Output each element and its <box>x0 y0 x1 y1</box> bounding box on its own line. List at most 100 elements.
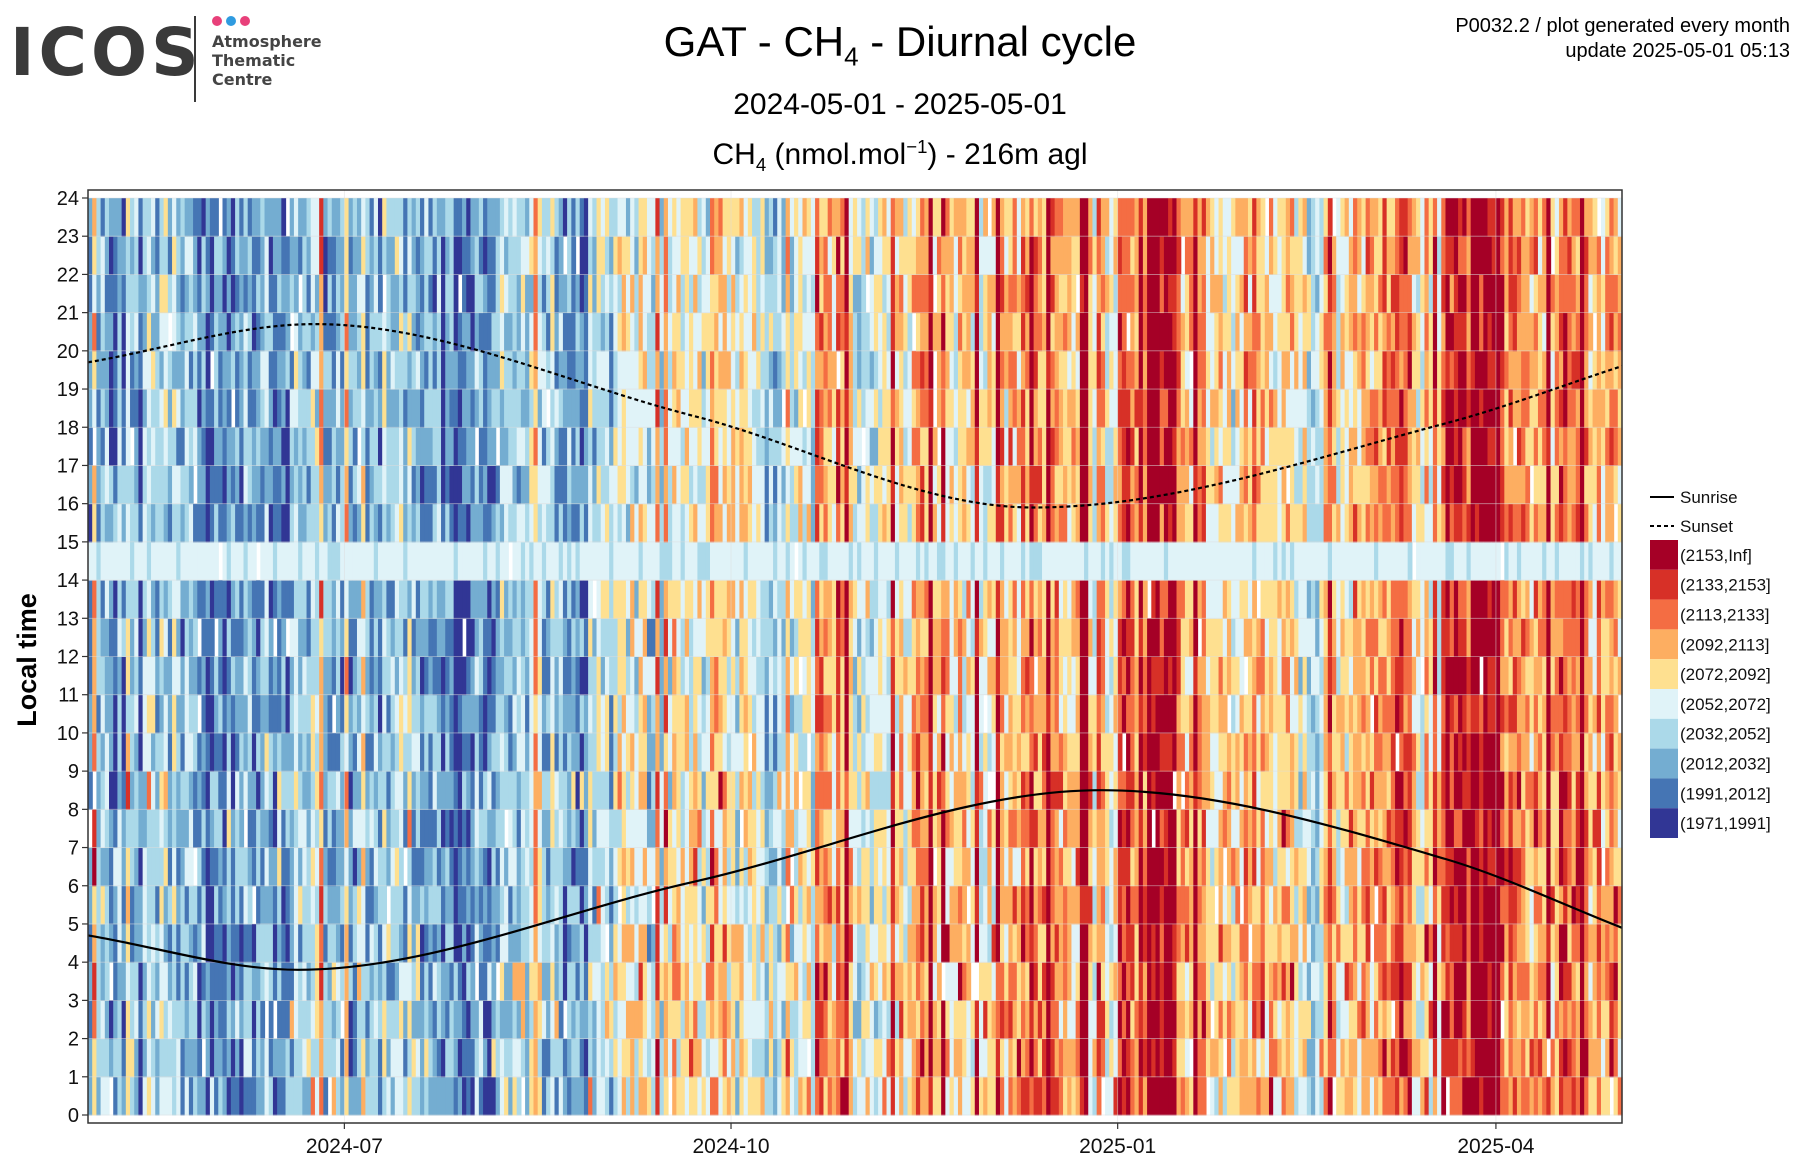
heatmap-cell <box>487 1076 493 1116</box>
heatmap-cell <box>508 656 514 696</box>
heatmap-cell <box>247 350 253 390</box>
heatmap-cell <box>806 885 812 925</box>
heatmap-cell <box>844 962 850 1001</box>
heatmap-cell <box>571 580 577 619</box>
heatmap-cell <box>504 503 509 543</box>
heatmap-cell <box>911 427 917 466</box>
heatmap-cell <box>399 465 404 505</box>
heatmap-cell <box>247 389 253 428</box>
heatmap-cell <box>167 350 173 390</box>
heatmap-cell <box>487 1038 493 1078</box>
heatmap-cell <box>520 923 526 963</box>
heatmap-cell <box>600 656 606 696</box>
heatmap-cell <box>541 923 547 963</box>
heatmap-cell <box>613 771 619 810</box>
heatmap-cell <box>722 885 728 925</box>
heatmap-cells <box>88 198 1623 1116</box>
heatmap-cell <box>209 274 215 314</box>
heatmap-cell <box>718 694 724 734</box>
heatmap-cell <box>180 656 186 696</box>
heatmap-cell <box>588 274 593 314</box>
heatmap-cell <box>289 1076 295 1116</box>
heatmap-cell <box>630 809 635 849</box>
heatmap-cell <box>592 962 598 1001</box>
heatmap-cell <box>777 1038 783 1078</box>
heatmap-cell <box>516 694 522 734</box>
heatmap-cell <box>201 694 207 734</box>
heatmap-cell <box>356 312 362 352</box>
heatmap-cell <box>693 1076 698 1116</box>
heatmap-cell <box>823 274 829 314</box>
heatmap-cell <box>470 580 476 619</box>
heatmap-cell <box>188 885 194 925</box>
heatmap-cell <box>945 541 951 581</box>
heatmap-cell <box>802 618 808 657</box>
heatmap-cell <box>844 771 850 810</box>
heatmap-cell <box>760 618 766 657</box>
heatmap-cell <box>752 350 757 390</box>
heatmap-cell <box>96 236 102 275</box>
heatmap-cell <box>756 923 762 963</box>
heatmap-cell <box>483 809 488 849</box>
heatmap-cell <box>462 809 467 849</box>
heatmap-cell <box>949 1038 955 1078</box>
heatmap-cell <box>104 923 110 963</box>
heatmap-cell <box>420 541 425 581</box>
heatmap-cell <box>516 809 522 849</box>
heatmap-cell <box>226 274 232 314</box>
heatmap-cell <box>554 923 560 963</box>
heatmap-cell <box>802 198 808 237</box>
heatmap-cell <box>705 389 711 428</box>
heatmap-cell <box>852 503 858 543</box>
heatmap-cell <box>377 618 383 657</box>
heatmap-cell <box>878 236 883 275</box>
heatmap-cell <box>302 885 308 925</box>
heatmap-cell <box>907 312 913 352</box>
heatmap-cell <box>676 427 682 466</box>
heatmap-cell <box>88 198 93 237</box>
heatmap-cell <box>714 732 720 772</box>
heatmap-cell <box>449 1038 455 1078</box>
heatmap-cell <box>655 885 661 925</box>
heatmap-cell <box>365 1038 371 1078</box>
heatmap-cell <box>289 962 295 1001</box>
heatmap-cell <box>281 847 287 887</box>
heatmap-cell <box>756 1076 762 1116</box>
heatmap-cell <box>747 541 753 581</box>
heatmap-cell <box>209 885 215 925</box>
heatmap-cell <box>781 656 787 696</box>
heatmap-cell <box>600 350 606 390</box>
heatmap-cell <box>146 923 152 963</box>
heatmap-cell <box>731 885 736 925</box>
heatmap-cell <box>777 885 783 925</box>
heatmap-cell <box>546 274 551 314</box>
heatmap-cell <box>504 732 509 772</box>
heatmap-cell <box>869 503 875 543</box>
heatmap-cell <box>798 732 804 772</box>
heatmap-cell <box>520 847 526 887</box>
heatmap-cell <box>121 465 127 505</box>
heatmap-cell <box>251 1038 257 1078</box>
heatmap-cell <box>588 962 593 1001</box>
heatmap-cell <box>667 1038 673 1078</box>
heatmap-cell <box>487 923 493 963</box>
heatmap-cell <box>209 389 215 428</box>
heatmap-cell <box>932 236 938 275</box>
heatmap-cell <box>197 580 203 619</box>
heatmap-cell <box>361 198 366 237</box>
heatmap-cell <box>911 465 917 505</box>
heatmap-cell <box>130 618 135 657</box>
heatmap-cell <box>436 656 442 696</box>
heatmap-cell <box>399 541 404 581</box>
heatmap-cell <box>335 541 341 581</box>
heatmap-cell <box>310 809 316 849</box>
heatmap-cell <box>302 236 308 275</box>
heatmap-cell <box>613 503 619 543</box>
heatmap-cell <box>680 312 686 352</box>
heatmap-cell <box>298 656 303 696</box>
heatmap-cell <box>697 847 703 887</box>
heatmap-cell <box>113 427 119 466</box>
heatmap-cell <box>705 503 711 543</box>
heatmap-cell <box>810 809 816 849</box>
heatmap-cell <box>457 389 463 428</box>
